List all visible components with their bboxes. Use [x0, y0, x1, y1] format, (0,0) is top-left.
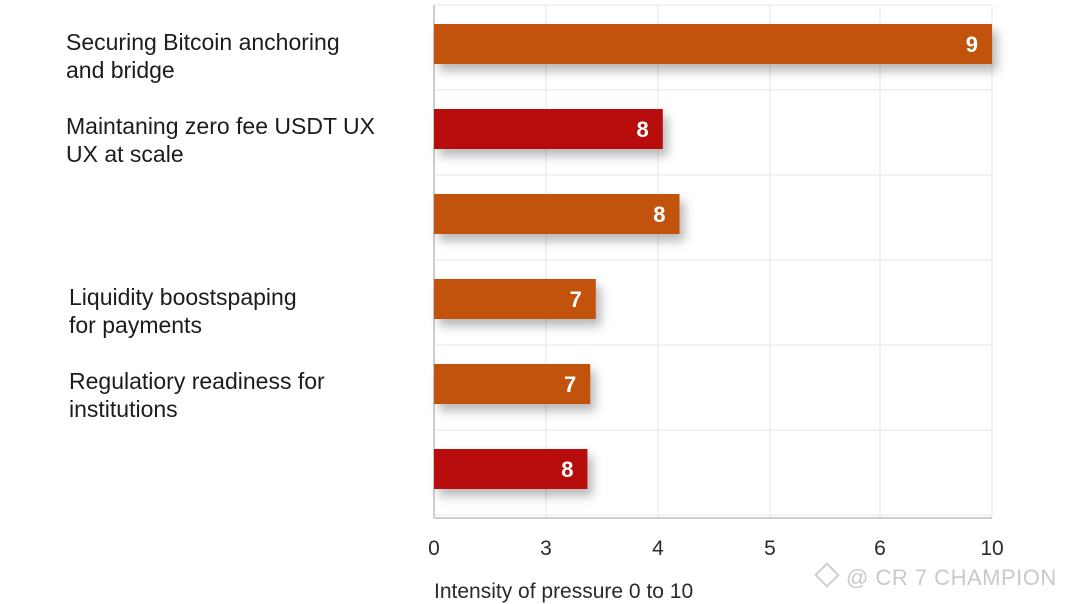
x-tick-label: 3	[540, 537, 552, 560]
x-tick-label: 5	[764, 537, 776, 560]
bar	[434, 194, 680, 234]
category-label: Securing Bitcoin anchoring and bridge	[66, 29, 340, 83]
x-tick-label: 10	[980, 537, 1003, 560]
x-tick-label: 4	[652, 537, 664, 560]
bar-value-label: 8	[561, 457, 573, 482]
bar-value-label: 8	[653, 202, 665, 227]
bar	[434, 364, 591, 404]
x-tick-label: 6	[874, 537, 886, 560]
bar-value-label: 9	[966, 32, 978, 57]
category-label: Regulatiory readiness for institutions	[69, 368, 325, 422]
bar-value-label: 7	[570, 287, 582, 312]
bar	[434, 279, 596, 319]
category-label: Maintaning zero fee USDT UX UX at scale	[66, 113, 375, 167]
x-tick-label: 0	[428, 537, 440, 560]
watermark-text: @ CR 7 CHAMPION	[846, 565, 1057, 590]
watermark: @ CR 7 CHAMPION	[814, 562, 1057, 591]
x-axis-title: Intensity of pressure 0 to 10	[434, 580, 694, 603]
bar	[434, 449, 588, 489]
bar-value-label: 7	[564, 372, 576, 397]
bar-value-label: 8	[637, 117, 649, 142]
category-label: Liquidity boostspaping for payments	[69, 284, 297, 338]
bar	[434, 24, 992, 64]
bar	[434, 109, 663, 149]
watermark-logo-icon	[814, 562, 840, 588]
